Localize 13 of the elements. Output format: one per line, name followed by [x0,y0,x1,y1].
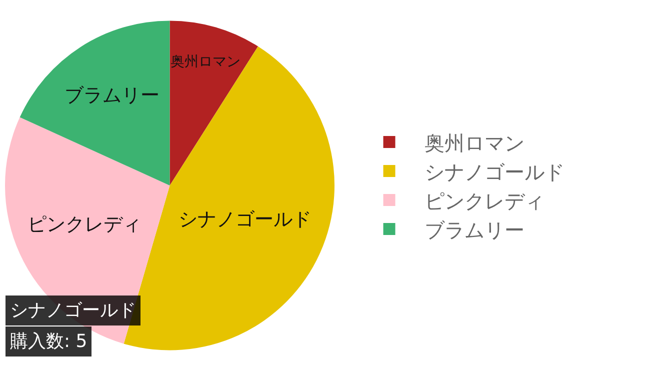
slice-label: 奥州ロマン [170,54,241,70]
legend-label: ピンクレディ [424,188,544,213]
slice-label: ブラムリー [64,84,160,107]
pie-slice [170,20,258,186]
legend-label: シナノゴールド [424,160,564,184]
slice-label: ピンクレディ [28,214,142,236]
pie-slice [124,46,334,350]
pie-slice [20,20,170,186]
legend-label: ブラムリー [424,218,524,242]
slice-label: シナノゴールド [178,208,312,231]
text: シナノゴールド [10,300,136,321]
text: 購入数: 5 [10,331,88,352]
legend-label: 奥州ロマン [424,130,524,155]
